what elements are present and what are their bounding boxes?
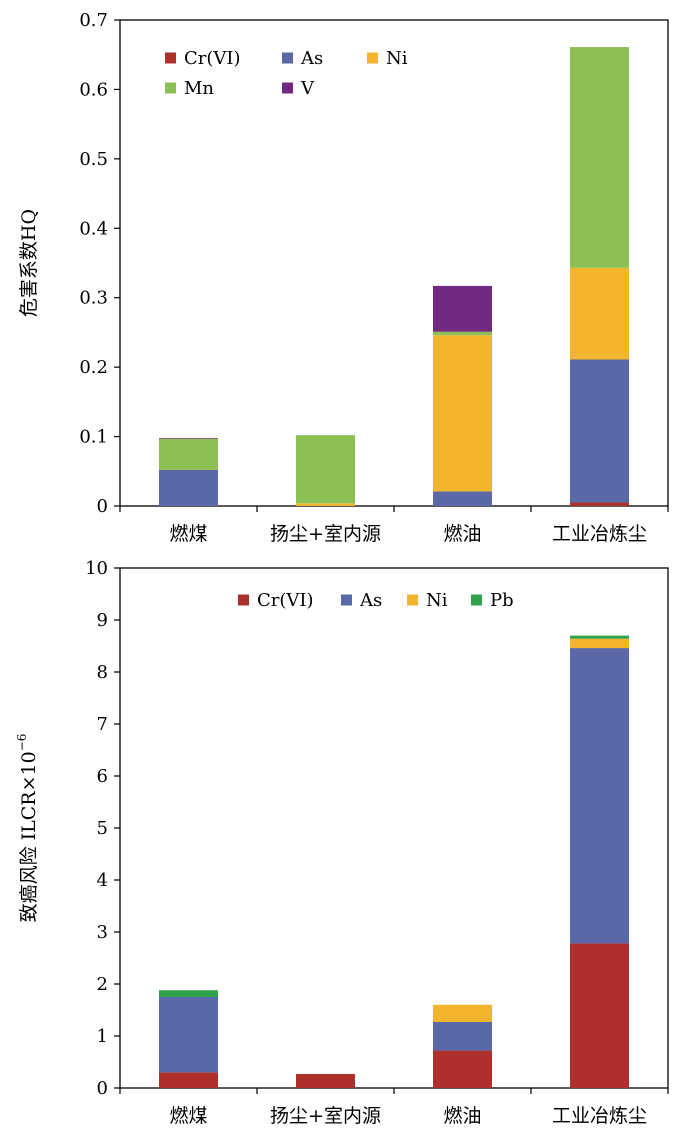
legend-swatch (282, 82, 293, 94)
x-category-label: 燃油 (443, 1105, 481, 1127)
y-tick-label: 0.6 (79, 79, 108, 100)
legend-swatch (238, 594, 249, 606)
bar-segment (570, 638, 629, 649)
legend-swatch (165, 52, 176, 64)
bar-segment (296, 1073, 355, 1088)
y-axis-title: 危害系数HQ (18, 209, 40, 317)
x-category-label: 扬尘+室内源 (270, 1105, 381, 1127)
bar-segment (296, 435, 355, 504)
legend-label: Pb (490, 590, 514, 611)
y-tick-label: 10 (85, 558, 108, 579)
y-axis-title-superscript: −6 (15, 734, 29, 752)
cancer-risk-chart: 0 1 2 3 4 5 6 7 8 9 10 燃煤 扬尘+室内源 燃油 工业冶炼尘 致癌风险 ILCR×10−… (15, 558, 669, 1127)
legend-label: Ni (426, 590, 448, 611)
bar-segment (433, 285, 492, 332)
x-category-label: 扬尘+室内源 (270, 523, 381, 545)
bar-segment (433, 1004, 492, 1022)
y-tick-label: 0.4 (79, 218, 108, 239)
legend-swatch (282, 52, 293, 64)
bar-segment (159, 990, 218, 997)
y-tick-label: 6 (97, 766, 108, 787)
y-tick-label: 2 (97, 974, 108, 995)
y-tick-label: 8 (97, 662, 108, 683)
legend-swatch (165, 82, 176, 94)
y-tick-label: 5 (97, 818, 108, 839)
legend-swatch (367, 52, 378, 64)
bar-segment (296, 503, 355, 506)
bar-segment (433, 335, 492, 492)
bar-segment (433, 331, 492, 336)
bar-segment (159, 997, 218, 1073)
legend-label: Mn (184, 78, 214, 99)
bar-segment (570, 47, 629, 268)
y-tick-label: 9 (97, 610, 108, 631)
legend-label: Cr(VI) (184, 48, 241, 69)
y-tick-label: 0 (97, 1078, 108, 1099)
bar-segment (570, 648, 629, 944)
x-category-label: 燃煤 (169, 1105, 207, 1127)
legend-label: As (300, 48, 323, 69)
bar-segment (570, 502, 629, 506)
bar-segment (159, 1072, 218, 1088)
legend-swatch (471, 594, 482, 606)
legend-label: V (300, 78, 315, 99)
bar-segment (570, 943, 629, 1088)
bar-segment (433, 1021, 492, 1051)
bar-segment (159, 469, 218, 506)
bar-segment (570, 267, 629, 360)
y-tick-label: 0.1 (79, 427, 108, 448)
legend-swatch (341, 594, 352, 606)
y-tick-label: 7 (97, 714, 108, 735)
bar-segment (159, 438, 218, 470)
legend-swatch (407, 594, 418, 606)
x-category-label: 工业冶炼尘 (552, 523, 647, 545)
y-axis-title: 致癌风险 ILCR×10−6 (15, 734, 41, 923)
x-category-label: 燃煤 (169, 523, 207, 545)
legend-label: Ni (386, 48, 408, 69)
y-tick-label: 0.7 (79, 10, 108, 31)
bar-segment (433, 491, 492, 506)
y-tick-label: 4 (97, 870, 108, 891)
bar-segment (570, 359, 629, 503)
y-tick-label: 1 (97, 1026, 108, 1047)
x-category-label: 工业冶炼尘 (552, 1105, 647, 1127)
bar-segment (433, 1050, 492, 1088)
bar-segment (159, 437, 218, 439)
legend-label: As (359, 590, 382, 611)
y-tick-label: 0.2 (79, 357, 108, 378)
y-tick-label: 0.3 (79, 288, 108, 309)
y-tick-label: 0 (97, 496, 108, 517)
bar-segment (570, 635, 629, 639)
hazard-quotient-chart: 0 0.1 0.2 0.3 0.4 0.5 0.6 0.7 燃煤 扬尘+室内源 燃油 工业冶炼尘 危害系… (18, 10, 669, 545)
legend-label: Cr(VI) (257, 590, 314, 611)
y-tick-label: 0.5 (79, 149, 108, 170)
x-category-label: 燃油 (443, 523, 481, 545)
y-tick-label: 3 (97, 922, 108, 943)
